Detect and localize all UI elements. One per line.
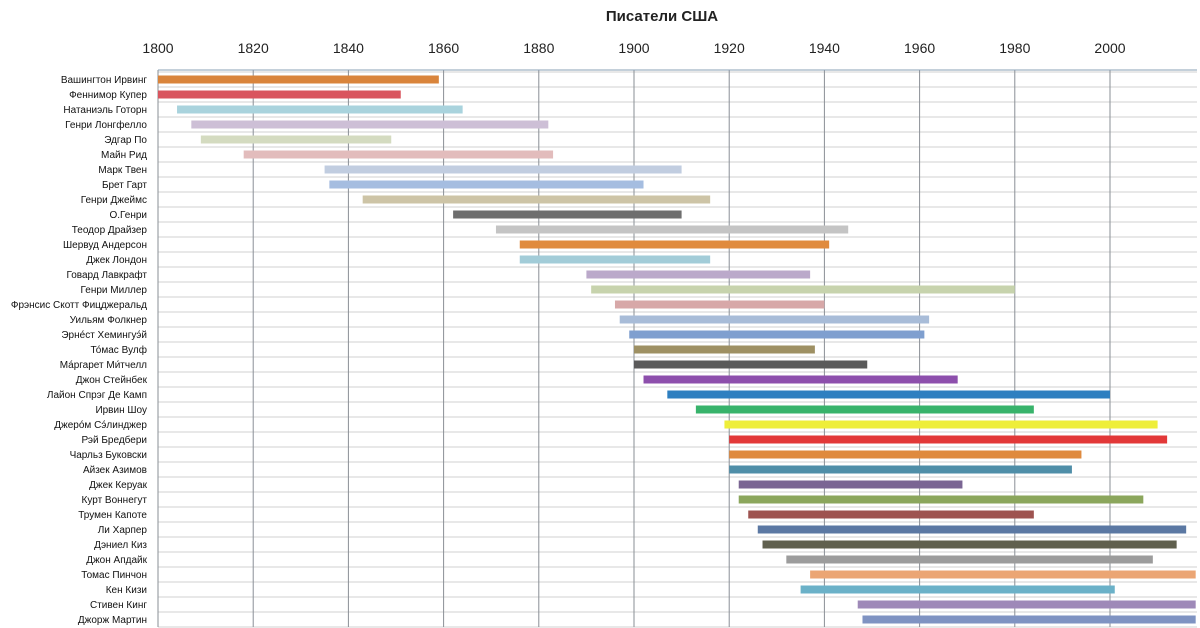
y-label: Трумен Капоте xyxy=(78,510,147,521)
bar xyxy=(191,120,549,129)
y-label: Кен Кизи xyxy=(106,585,147,596)
x-tick-label: 1820 xyxy=(238,40,269,56)
x-axis-tick-labels: 1800 1820 1840 1860 1880 1900 1920 1940 1960 1980… xyxy=(142,40,1125,56)
bar xyxy=(629,330,925,339)
y-label: Эдгар По xyxy=(104,135,147,146)
y-label: Томас Пинчон xyxy=(81,570,147,581)
y-label: Джорж Мартин xyxy=(78,615,147,626)
bar xyxy=(453,210,682,219)
x-tick-label: 1840 xyxy=(333,40,364,56)
bar xyxy=(757,525,1187,534)
bar xyxy=(862,615,1196,624)
y-label: Джек Керуак xyxy=(89,480,147,491)
x-tick-label: 1960 xyxy=(904,40,935,56)
bars xyxy=(158,75,1196,624)
x-tick-label: 1900 xyxy=(618,40,649,56)
bar xyxy=(762,540,1177,549)
y-label: Джон Апдайк xyxy=(86,555,147,566)
bar xyxy=(729,435,1168,444)
bar xyxy=(810,570,1196,579)
y-label: Генри Джеймс xyxy=(81,195,147,206)
bar xyxy=(591,285,1015,294)
bar xyxy=(177,105,463,114)
bar xyxy=(200,135,392,144)
bar xyxy=(158,90,401,99)
bar xyxy=(243,150,554,159)
bar xyxy=(519,240,830,249)
bar xyxy=(619,315,930,324)
y-label: Джеро́м Сэ́линджер xyxy=(54,420,147,431)
chart-title: Писатели США xyxy=(606,8,718,25)
bar xyxy=(586,270,811,279)
x-tick-label: 1920 xyxy=(714,40,745,56)
bar xyxy=(362,195,711,204)
y-label: Курт Воннегут xyxy=(82,495,148,506)
y-label: Рэй Бредбери xyxy=(81,434,147,446)
x-tick-label: 1800 xyxy=(142,40,173,56)
x-tick-label: 1980 xyxy=(999,40,1030,56)
y-label: Натаниэль Готорн xyxy=(63,105,147,116)
bar xyxy=(786,555,1153,564)
bar xyxy=(729,465,1072,474)
y-label: Уильям Фолкнер xyxy=(70,315,148,326)
bar xyxy=(667,390,1110,399)
x-tick-label: 1860 xyxy=(428,40,459,56)
y-label: Джон Стейнбек xyxy=(76,374,148,386)
bar xyxy=(695,405,1034,414)
y-label: Ли Харпер xyxy=(98,525,148,536)
y-label: Шервуд Андерсон xyxy=(63,240,147,251)
y-label: Джек Лондон xyxy=(86,255,147,266)
y-label: Ма́ргарет Ми́тчелл xyxy=(60,360,147,371)
y-label: Майн Рид xyxy=(101,150,147,161)
bar xyxy=(324,165,682,174)
y-label: Чарльз Буковски xyxy=(70,450,147,461)
x-tick-label: 1880 xyxy=(523,40,554,56)
y-label: Лайон Спрэг Де Камп xyxy=(47,390,147,401)
bar xyxy=(729,450,1082,459)
y-label: Брет Гарт xyxy=(102,180,147,191)
bar xyxy=(329,180,644,189)
bar xyxy=(158,75,439,84)
bar xyxy=(800,585,1115,594)
y-label: Генри Лонгфелло xyxy=(65,119,147,131)
bar xyxy=(724,420,1158,429)
y-label: Ирвин Шоу xyxy=(95,405,147,416)
y-label: Фрэнсис Скотт Фицджеральд xyxy=(11,300,147,311)
y-label: О.Генри xyxy=(109,210,147,221)
y-label: Айзек Азимов xyxy=(83,465,147,476)
y-label: Феннимор Купер xyxy=(69,90,147,101)
bar xyxy=(738,480,963,489)
horizontal-gridlines xyxy=(158,71,1197,628)
y-label: Дэниел Киз xyxy=(94,540,147,551)
y-label: Стивен Кинг xyxy=(90,600,147,611)
vertical-gridlines xyxy=(157,70,1111,627)
bar xyxy=(519,255,711,264)
x-tick-label: 1940 xyxy=(809,40,840,56)
bar xyxy=(748,510,1034,519)
y-label: Говард Лавкрафт xyxy=(66,269,147,281)
bar xyxy=(495,225,849,234)
y-label: Марк Твен xyxy=(98,165,147,176)
x-tick-label: 2000 xyxy=(1094,40,1125,56)
y-label: Вашингтон Ирвинг xyxy=(61,75,148,86)
bar xyxy=(857,600,1196,609)
bar xyxy=(614,300,825,309)
bar xyxy=(738,495,1144,504)
bar xyxy=(634,345,815,354)
y-label: Генри Миллер xyxy=(81,285,148,296)
y-label: То́мас Вулф xyxy=(90,344,147,356)
y-axis-labels: Вашингтон Ирвинг Феннимор Купер Натаниэль … xyxy=(11,75,148,626)
y-label: Теодор Драйзер xyxy=(72,225,148,236)
bar xyxy=(643,375,958,384)
bar xyxy=(634,360,868,369)
y-label: Эрне́ст Хемингуэ́й xyxy=(61,330,147,341)
